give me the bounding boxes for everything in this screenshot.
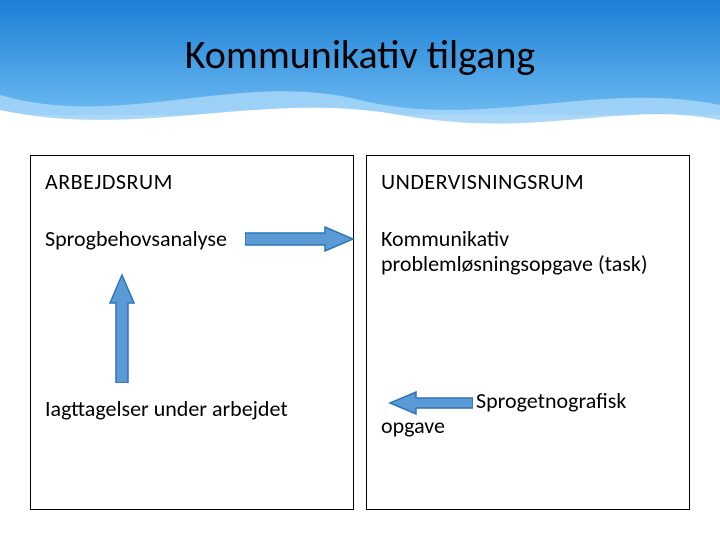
right-header: UNDERVISNINGSRUM (381, 168, 675, 195)
right-row-1: Kommunikativ problemløsningsopgave (task… (381, 226, 675, 277)
right-row-2-line1: Sprogetnografisk (476, 387, 626, 414)
right-column: UNDERVISNINGSRUM Kommunikativ problemløs… (366, 155, 690, 510)
arrow-right-1 (245, 225, 355, 253)
left-column: ARBEJDSRUM Sprogbehovsanalyse Iagttagels… (30, 155, 354, 510)
right-row-2-line2: opgave (381, 412, 445, 439)
arrow-up-1 (108, 273, 136, 383)
left-header: ARBEJDSRUM (45, 168, 339, 195)
left-row-2: Iagttagelser under arbejdet (45, 396, 339, 421)
arrow-left-1 (388, 390, 473, 416)
header-banner: Kommunikativ tilgang (0, 0, 720, 140)
slide-title: Kommunikativ tilgang (0, 30, 720, 79)
